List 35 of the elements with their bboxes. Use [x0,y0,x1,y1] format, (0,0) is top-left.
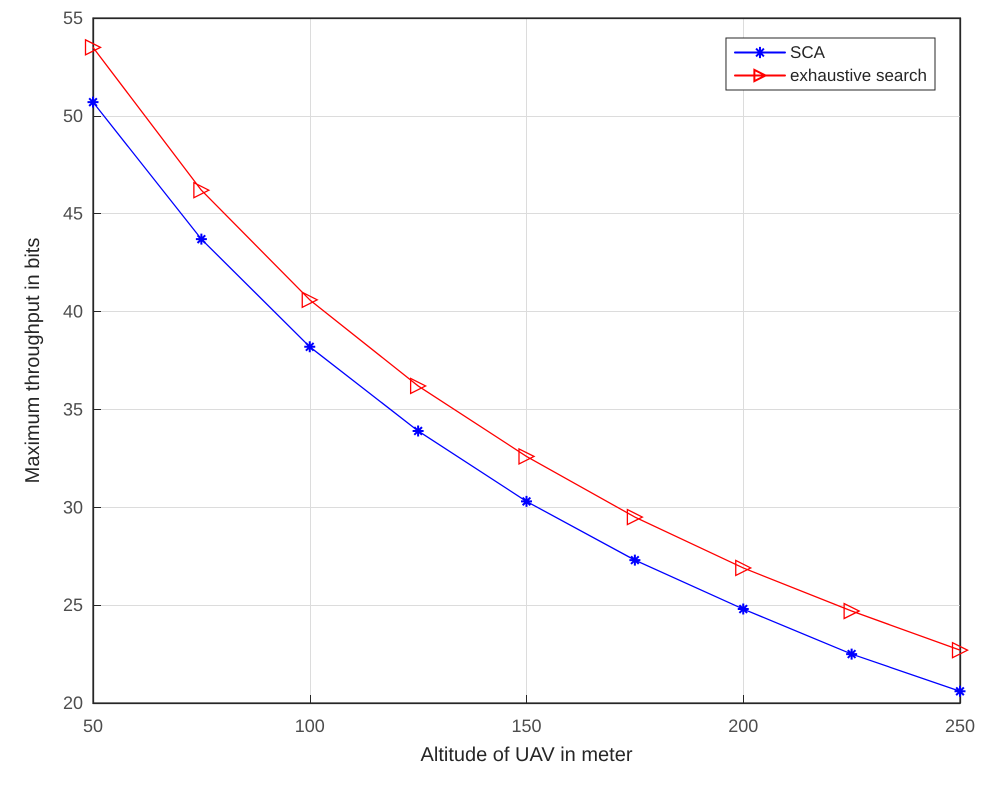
y-axis-title: Maximum throughput in bits [22,238,44,484]
point [520,494,533,508]
point [86,96,100,109]
y-tick-label: 40 [62,302,83,322]
point [84,39,102,56]
point [736,602,750,616]
x-tick-label: 50 [82,716,104,736]
x-axis-title: Altitude of UAV in meter [420,744,633,766]
point [845,648,858,661]
point [518,448,535,465]
x-tick-label: 150 [511,716,542,736]
point [626,508,644,526]
y-tick-label: 20 [62,693,83,713]
y-tick-label: 55 [62,8,83,28]
point [952,642,968,658]
y-tick-label: 45 [62,204,83,224]
point [628,554,642,567]
x-tick-label: 250 [944,716,976,736]
point [843,602,860,620]
point [412,424,425,438]
point [302,292,318,308]
point [954,684,966,698]
y-tick-label: 30 [62,497,83,518]
x-tick-label: 100 [294,716,325,736]
point [303,340,316,354]
legend-label: SCA [790,43,826,62]
y-tick-label: 50 [62,106,83,126]
point [735,560,752,576]
y-tick-label: 35 [62,399,83,420]
point [410,378,426,394]
y-tick-label: 25 [62,595,83,616]
x-tick-label: 200 [728,716,758,736]
legend-label: exhaustive search [790,66,928,85]
point [193,182,210,198]
point [194,232,208,246]
